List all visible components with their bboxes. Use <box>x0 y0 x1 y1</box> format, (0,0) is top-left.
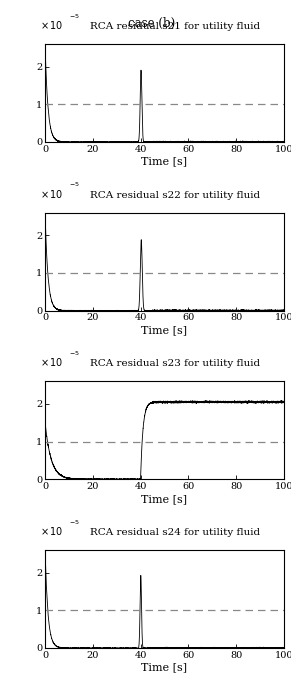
X-axis label: Time [s]: Time [s] <box>141 663 187 672</box>
X-axis label: Time [s]: Time [s] <box>141 157 187 167</box>
Text: case (b): case (b) <box>128 17 175 30</box>
Text: $^{-5}$: $^{-5}$ <box>69 519 80 529</box>
Text: $\times\,10$: $\times\,10$ <box>40 188 64 200</box>
Text: RCA residual s22 for utility fluid: RCA residual s22 for utility fluid <box>91 191 260 200</box>
X-axis label: Time [s]: Time [s] <box>141 494 187 504</box>
Text: RCA residual s21 for utility fluid: RCA residual s21 for utility fluid <box>91 22 260 31</box>
Text: $^{-5}$: $^{-5}$ <box>69 351 80 360</box>
Text: $\times\,10$: $\times\,10$ <box>40 525 64 537</box>
Text: RCA residual s24 for utility fluid: RCA residual s24 for utility fluid <box>91 528 260 537</box>
Text: $^{-5}$: $^{-5}$ <box>69 182 80 191</box>
Text: RCA residual s23 for utility fluid: RCA residual s23 for utility fluid <box>91 360 260 369</box>
Text: $^{-5}$: $^{-5}$ <box>69 14 80 22</box>
Text: $\times\,10$: $\times\,10$ <box>40 356 64 369</box>
Text: $\times\,10$: $\times\,10$ <box>40 19 64 31</box>
X-axis label: Time [s]: Time [s] <box>141 325 187 335</box>
